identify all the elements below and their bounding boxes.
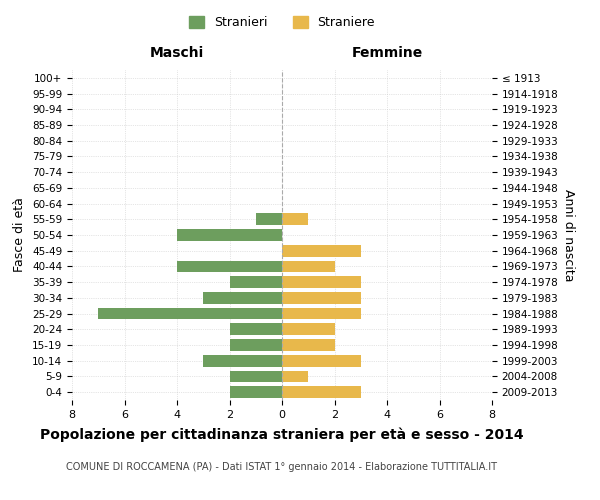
Bar (282, 324, 335, 335)
Bar (229, 370, 282, 382)
Bar (282, 386, 361, 398)
Text: Popolazione per cittadinanza straniera per età e sesso - 2014: Popolazione per cittadinanza straniera p… (40, 428, 524, 442)
Text: Femmine: Femmine (352, 46, 422, 60)
Bar (98, 308, 282, 320)
Bar (256, 214, 282, 225)
Bar (282, 260, 335, 272)
Bar (229, 324, 282, 335)
Bar (177, 260, 282, 272)
Bar (282, 339, 335, 351)
Text: Maschi: Maschi (150, 46, 204, 60)
Bar (282, 245, 361, 256)
Bar (282, 276, 361, 288)
Legend: Stranieri, Straniere: Stranieri, Straniere (184, 11, 380, 34)
Bar (229, 276, 282, 288)
Bar (282, 355, 361, 366)
Bar (282, 292, 361, 304)
Bar (282, 370, 308, 382)
Y-axis label: Anni di nascita: Anni di nascita (562, 188, 575, 281)
Bar (203, 355, 282, 366)
Bar (282, 214, 308, 225)
Bar (203, 292, 282, 304)
Bar (282, 308, 361, 320)
Bar (177, 229, 282, 241)
Bar (229, 339, 282, 351)
Text: COMUNE DI ROCCAMENA (PA) - Dati ISTAT 1° gennaio 2014 - Elaborazione TUTTITALIA.: COMUNE DI ROCCAMENA (PA) - Dati ISTAT 1°… (67, 462, 497, 472)
Bar (229, 386, 282, 398)
Y-axis label: Fasce di età: Fasce di età (13, 198, 26, 272)
